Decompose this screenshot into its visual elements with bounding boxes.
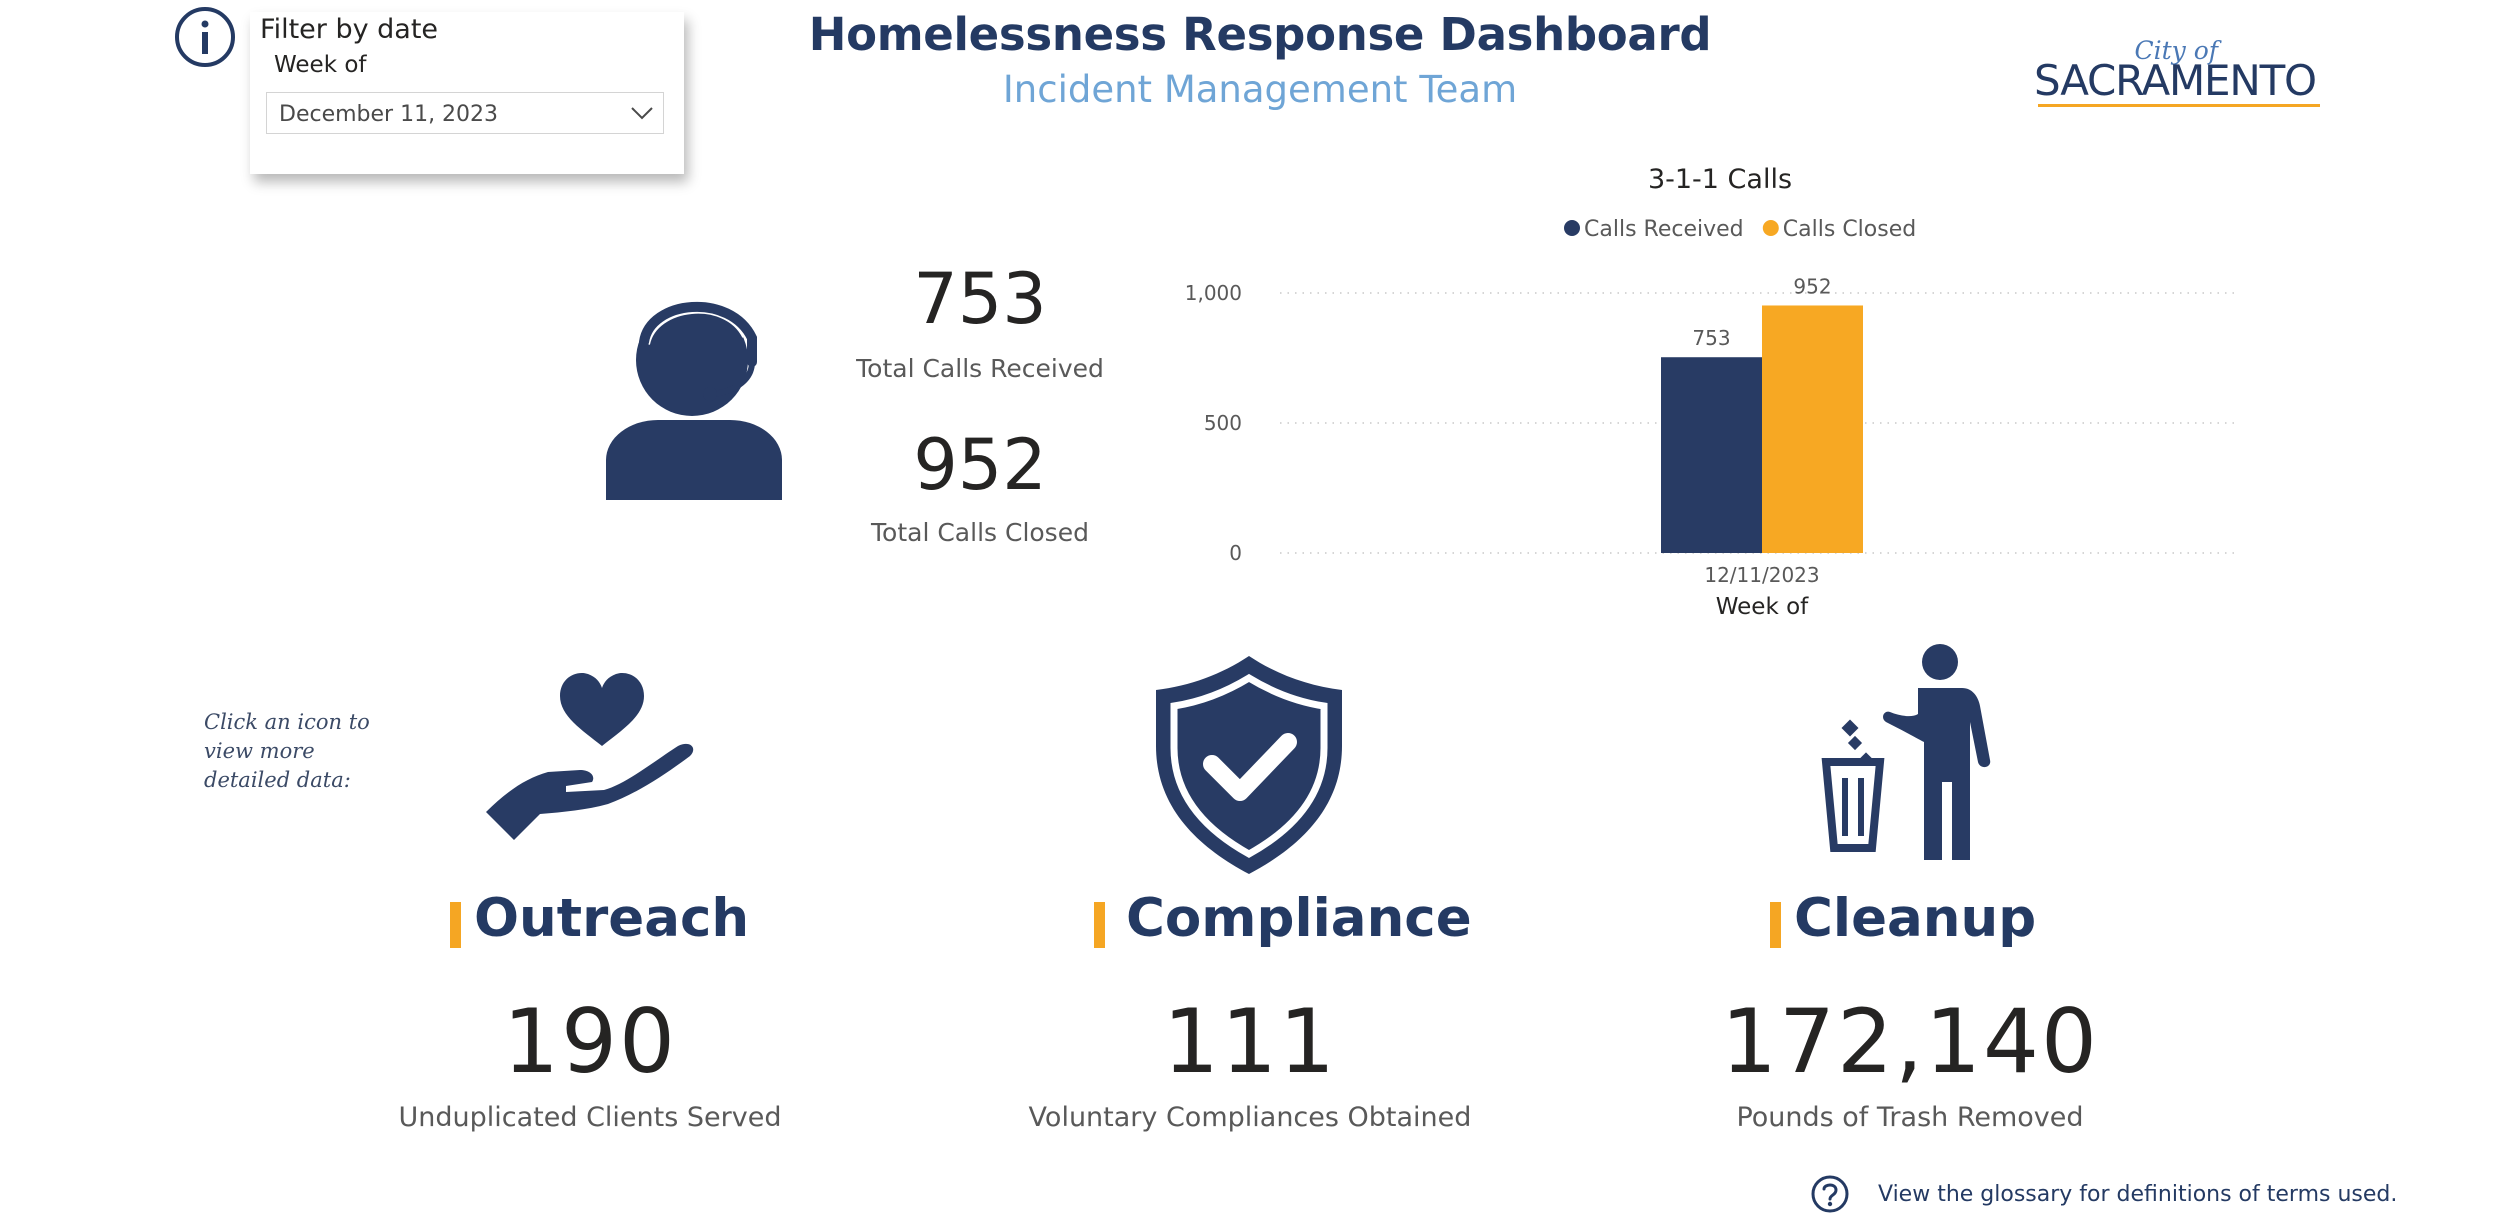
logo-sacramento: SACRAMENTO [2034, 56, 2317, 105]
legend-label-0: Calls Received [1584, 217, 1744, 242]
week-of-dropdown[interactable]: December 11, 2023 [266, 92, 664, 134]
shield-check-icon[interactable] [1156, 656, 1342, 874]
page-title: Homelessness Response Dashboard [808, 8, 1712, 61]
y-tick-label-2: 1,000 [1185, 281, 1242, 305]
outreach-accent-bar [450, 902, 461, 948]
compliance-label: Voluntary Compliances Obtained [1028, 1102, 1472, 1133]
outreach-label: Unduplicated Clients Served [398, 1102, 782, 1133]
data-label-0: 753 [1692, 326, 1730, 350]
chart-title: 3-1-1 Calls [1648, 164, 1792, 195]
filter-title: Filter by date [260, 14, 439, 45]
cleanup-value: 172,140 [1721, 990, 2099, 1093]
calls-closed-value: 952 [913, 424, 1047, 506]
glossary-text: View the glossary for definitions of ter… [1878, 1182, 2398, 1207]
date-filter-card: Filter by date Week of December 11, 2023 [250, 12, 684, 174]
person-trash-icon[interactable] [1820, 642, 1998, 860]
legend-marker-0 [1564, 220, 1580, 236]
dashboard-title: Homelessness Response Dashboard [0, 8, 2500, 61]
outreach-value: 190 [503, 990, 677, 1093]
x-axis-label: Week of [1716, 594, 1809, 620]
page-subtitle-text: Incident Management Team [1002, 68, 1518, 111]
logo-underline [2038, 104, 2320, 107]
calls-received-value: 753 [913, 258, 1047, 340]
page-subtitle: Incident Management Team [0, 68, 2500, 111]
bar-calls-received [1661, 357, 1762, 553]
filter-label: Week of [274, 52, 367, 78]
week-of-selected-value: December 11, 2023 [279, 102, 499, 127]
data-label-1: 952 [1793, 274, 1831, 298]
calls-received-label: Total Calls Received [856, 354, 1104, 383]
heart-hand-icon[interactable] [486, 664, 700, 840]
icon-hint-text: Click an icon to view more detailed data… [204, 710, 370, 792]
compliance-value: 111 [1163, 990, 1337, 1093]
logo-city-of: City of [2134, 36, 2218, 65]
y-tick-label-1: 500 [1204, 411, 1242, 435]
calls-closed-label: Total Calls Closed [871, 518, 1089, 547]
cleanup-label: Pounds of Trash Removed [1736, 1102, 2084, 1133]
y-tick-label-0: 0 [1229, 541, 1242, 565]
info-icon[interactable] [174, 6, 236, 68]
calls-bar-chart[interactable]: 3-1-1 Calls Calls Received Calls Closed 0 50… [1180, 150, 2260, 630]
city-logo: City of SACRAMENTO [2034, 36, 2324, 112]
compliance-title[interactable]: Compliance [1126, 888, 1472, 949]
legend-marker-1 [1762, 220, 1779, 236]
cleanup-title[interactable]: Cleanup [1794, 888, 2037, 949]
compliance-accent-bar [1094, 902, 1105, 948]
cleanup-accent-bar [1770, 902, 1781, 948]
call-center-agent-icon [606, 302, 782, 500]
x-tick-label-0: 12/11/2023 [1704, 563, 1819, 587]
question-icon [1811, 1175, 1849, 1213]
bar-calls-closed [1762, 305, 1863, 553]
outreach-title[interactable]: Outreach [474, 888, 750, 949]
chevron-down-icon [631, 107, 653, 120]
legend-label-1: Calls Closed [1783, 217, 1916, 242]
